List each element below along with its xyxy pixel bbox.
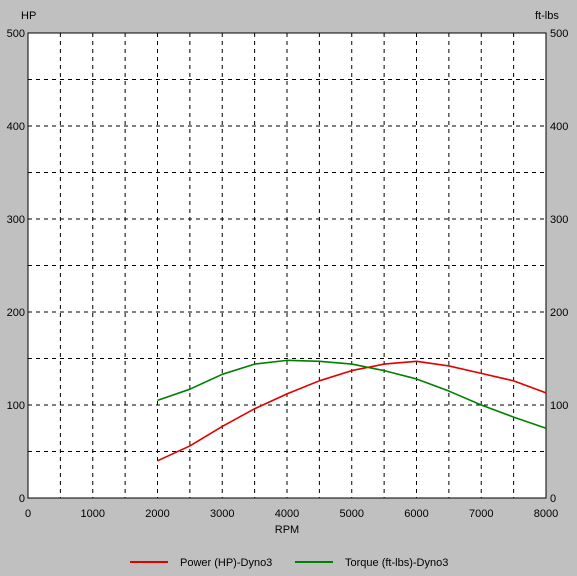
y-tick-label-left: 0 <box>19 493 25 505</box>
y-tick-label-left: 500 <box>7 28 25 40</box>
x-tick-label: 3000 <box>210 508 234 520</box>
y-tick-label-left: 100 <box>7 400 25 412</box>
x-tick-label: 0 <box>25 508 31 520</box>
grid <box>28 33 546 498</box>
y-tick-label-right: 500 <box>550 28 568 40</box>
x-tick-label: 7000 <box>469 508 493 520</box>
x-tick-label: 6000 <box>404 508 428 520</box>
x-tick-label: 8000 <box>534 508 558 520</box>
x-axis-title: RPM <box>275 524 299 536</box>
y-tick-label-left: 200 <box>7 307 25 319</box>
x-tick-label: 1000 <box>81 508 105 520</box>
y-axis-title-right: ft-lbs <box>535 10 559 22</box>
y-tick-label-right: 300 <box>550 214 568 226</box>
series-line-1 <box>157 360 547 462</box>
x-tick-label: 4000 <box>275 508 299 520</box>
y-tick-label-left: 400 <box>7 121 25 133</box>
x-tick-label: 2000 <box>145 508 169 520</box>
series-line-2 <box>157 359 547 430</box>
y-tick-label-right: 100 <box>550 400 568 412</box>
legend-label-1: Power (HP)-Dyno3 <box>180 557 272 569</box>
x-tick-label: 5000 <box>340 508 364 520</box>
y-tick-label-right: 0 <box>550 493 556 505</box>
legend: Power (HP)-Dyno3 Torque (ft-lbs)-Dyno3 <box>130 557 448 569</box>
y-axis-title-left: HP <box>21 10 36 22</box>
y-tick-label-right: 400 <box>550 121 568 133</box>
y-tick-label-right: 200 <box>550 307 568 319</box>
y-tick-label-left: 300 <box>7 214 25 226</box>
legend-label-2: Torque (ft-lbs)-Dyno3 <box>345 557 448 569</box>
series-lines <box>157 359 547 462</box>
